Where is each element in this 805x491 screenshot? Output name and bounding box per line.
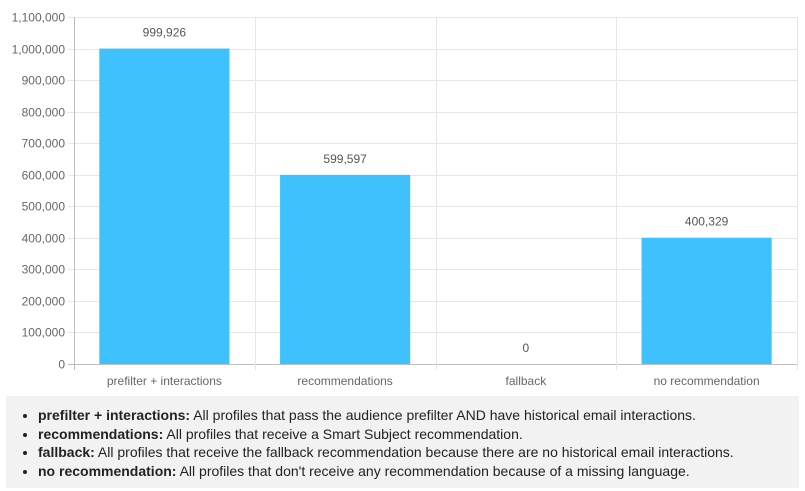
definition-text: All profiles that don't receive any reco… <box>176 462 690 479</box>
x-axis-tick-labels: prefilter + interactions recommendations f… <box>107 374 760 388</box>
x-tick-label: no recommendation <box>654 374 760 388</box>
x-tick-label: recommendations <box>297 374 392 388</box>
y-tick-label: 400,000 <box>22 232 66 246</box>
definition-term: fallback: <box>38 444 95 460</box>
data-label: 599,597 <box>323 152 367 166</box>
y-tick-label: 900,000 <box>22 74 66 88</box>
bars <box>99 48 772 365</box>
definition-term: prefilter + interactions: <box>38 407 191 423</box>
data-label: 0 <box>523 341 530 355</box>
data-labels: 999,926 599,597 0 400,329 <box>143 26 729 355</box>
bar <box>99 48 230 365</box>
y-tick-label: 500,000 <box>22 200 66 214</box>
y-tick-label: 600,000 <box>22 169 66 183</box>
y-tick-label: 300,000 <box>22 263 66 277</box>
y-axis-tick-labels: 0 100,000 200,000 300,000 400,000 500,000 600,… <box>12 11 66 372</box>
y-tick-label: 800,000 <box>22 106 66 120</box>
definition-item: recommendations: All profiles that recei… <box>38 425 787 444</box>
x-tick-label: fallback <box>506 374 548 388</box>
bar <box>280 174 411 364</box>
y-tick-label: 700,000 <box>22 137 66 151</box>
definition-term: recommendations: <box>38 425 164 442</box>
data-label: 400,329 <box>685 215 729 229</box>
definitions-panel: prefilter + interactions: All profiles t… <box>6 396 799 488</box>
definition-item: no recommendation: All profiles that don… <box>38 462 787 481</box>
bar <box>641 237 772 364</box>
definition-term: no recommendation: <box>38 462 177 479</box>
y-tick-label: 1,100,000 <box>12 11 66 25</box>
data-label: 999,926 <box>143 26 187 40</box>
definition-item: prefilter + interactions: All profiles t… <box>38 406 787 425</box>
definition-item: fallback: All profiles that receive the … <box>38 443 787 462</box>
x-tick-label: prefilter + interactions <box>107 374 222 388</box>
definition-text: All profiles that receive a Smart Subjec… <box>163 425 523 442</box>
definitions-list: prefilter + interactions: All profiles t… <box>18 406 787 480</box>
bar-chart: 0 100,000 200,000 300,000 400,000 500,000 600,… <box>12 11 798 388</box>
y-tick-label: 0 <box>58 358 65 372</box>
definition-text: All profiles that pass the audience pref… <box>190 407 696 423</box>
y-tick-label: 1,000,000 <box>12 43 66 57</box>
y-tick-label: 100,000 <box>22 326 66 340</box>
y-tick-label: 200,000 <box>22 295 66 309</box>
definition-text: All profiles that receive the fallback r… <box>94 444 734 460</box>
